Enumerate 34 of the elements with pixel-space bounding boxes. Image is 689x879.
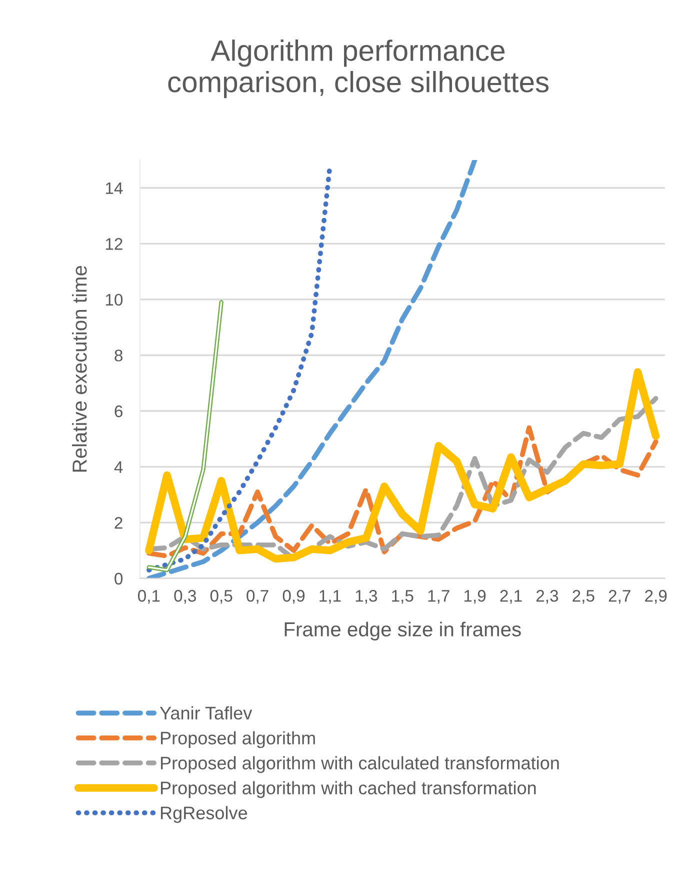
- line-series: [146, 160, 478, 578]
- chart-title: Algorithm performance comparison, close silhouettes: [168, 40, 549, 98]
- legend-label: Proposed algorithm with cached transformation: [160, 781, 536, 798]
- y-tick-label: 6: [114, 405, 122, 418]
- legend-label: Proposed algorithm with calculated transformation: [160, 756, 559, 774]
- x-tick-label: 0,7: [246, 590, 268, 604]
- y-axis-title: Relative execution time: [72, 266, 87, 472]
- x-tick-label: 2,1: [500, 590, 522, 604]
- x-tick-label: 0,5: [210, 590, 232, 604]
- y-tick-label: 12: [106, 238, 122, 250]
- y-tick-label: 4: [114, 461, 123, 473]
- y-tick-label: 14: [106, 182, 123, 194]
- y-tick-label: 8: [114, 350, 122, 362]
- x-tick-label: 0,1: [138, 590, 160, 604]
- x-tick-label: 2,7: [608, 590, 630, 604]
- y-tick-label: 0: [114, 572, 123, 585]
- x-tick-label: 2,5: [572, 590, 594, 604]
- x-tick-label: 1,1: [320, 590, 341, 604]
- x-tick-label: 0,9: [282, 590, 305, 604]
- x-tick-label: 0,3: [174, 590, 196, 604]
- x-tick-label: 1,3: [356, 590, 378, 604]
- legend-label: Yanir Taflev: [160, 706, 252, 720]
- x-tick-label: 2,9: [645, 590, 667, 604]
- x-axis-title: Frame edge size in frames: [284, 622, 521, 640]
- x-tick-label: 1,9: [464, 590, 486, 604]
- legend-label: Proposed algorithm: [160, 731, 315, 748]
- x-tick-label: 1,5: [392, 590, 414, 604]
- line-series: [146, 425, 658, 558]
- x-tick-label: 2,3: [536, 590, 558, 604]
- line-series: [146, 300, 224, 572]
- y-tick-label: 2: [114, 516, 122, 529]
- y-tick-label: 10: [106, 294, 123, 306]
- x-tick-label: 1,7: [428, 590, 450, 604]
- legend-label: RgResolve: [160, 806, 248, 823]
